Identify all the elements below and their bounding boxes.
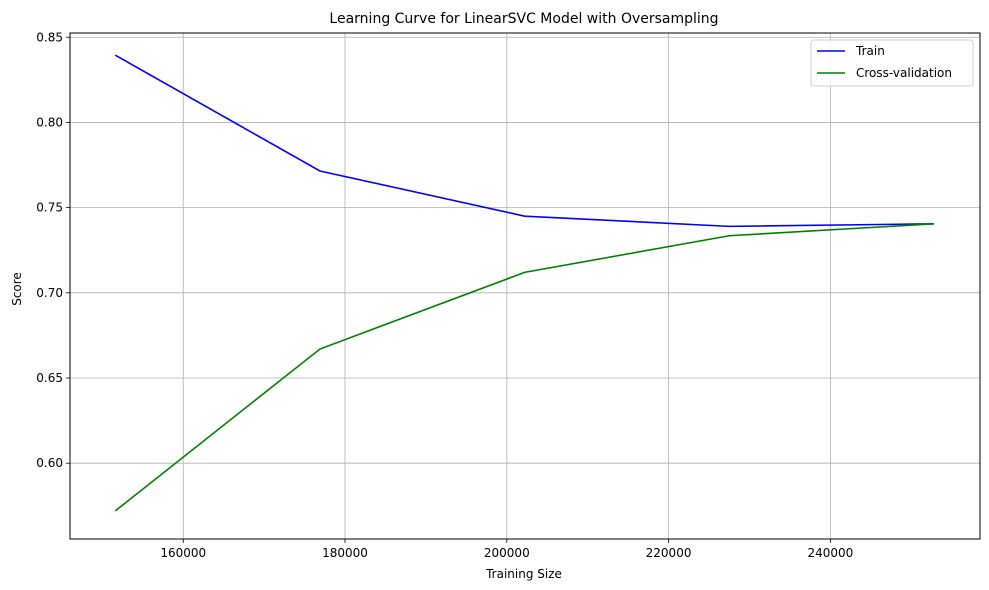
- series-line-train: [114, 54, 934, 228]
- y-axis-label: Score: [10, 272, 24, 306]
- series-lines: [114, 54, 934, 512]
- legend-entry-label: Cross-validation: [856, 66, 952, 80]
- series-line-cross-validation: [114, 223, 934, 512]
- y-tick-label: 0.75: [36, 201, 63, 215]
- x-tick-label: 200000: [484, 546, 530, 560]
- x-axis-label: Training Size: [485, 567, 562, 581]
- y-tick-label: 0.80: [36, 115, 63, 129]
- x-tick-label: 180000: [322, 546, 368, 560]
- legend-entry-label: Train: [855, 44, 885, 58]
- legend-box: [810, 39, 974, 87]
- y-tick-label: 0.85: [36, 30, 63, 44]
- chart-title: Learning Curve for LinearSVC Model with …: [329, 11, 718, 27]
- grid: [70, 33, 980, 539]
- axis-ticks: 160000 180000 200000 220000 240000 0.60 0.65 0.…: [36, 30, 853, 560]
- legend: Train Cross-validation: [810, 39, 974, 87]
- x-tick-label: 240000: [807, 546, 853, 560]
- x-tick-label: 220000: [646, 546, 692, 560]
- plot-area-frame: [69, 32, 981, 540]
- y-tick-label: 0.60: [36, 456, 63, 470]
- y-tick-label: 0.70: [36, 286, 63, 300]
- x-tick-label: 160000: [160, 546, 206, 560]
- y-tick-label: 0.65: [36, 371, 63, 385]
